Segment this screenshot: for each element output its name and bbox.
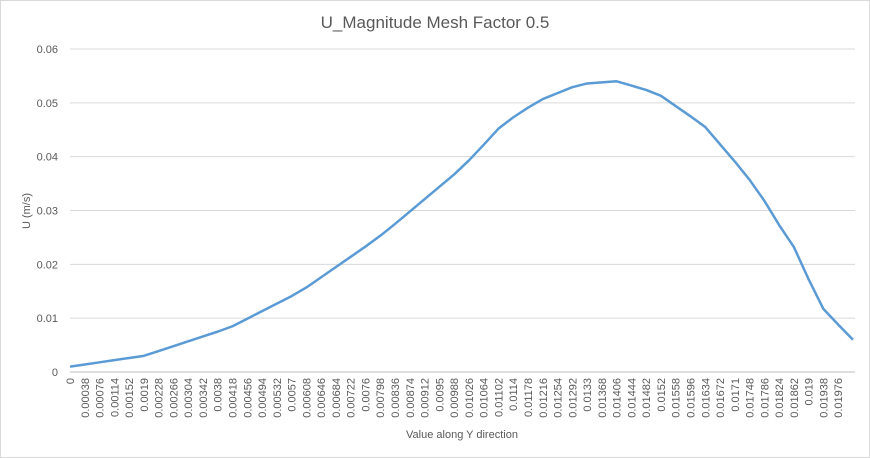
x-tick-label: 0.00684 [331,378,343,418]
x-tick-label: 0.00798 [375,378,387,418]
x-tick-label: 0.01748 [745,378,757,418]
x-tick-label: 0.00874 [405,378,417,418]
x-tick-label: 0.00114 [109,378,121,417]
x-tick-label: 0.01672 [715,378,727,418]
x-tick-label: 0.01292 [567,378,579,418]
x-tick-label: 0.00342 [198,378,210,418]
x-tick-label: 0.00266 [168,378,180,418]
x-tick-label: 0.00836 [390,378,402,418]
y-tick-label: 0 [52,367,58,379]
x-tick-label: 0.00988 [449,378,461,418]
x-tick-label: 0.01634 [700,378,712,418]
x-tick-label: 0.01064 [479,378,491,418]
x-tick-label: 0 [65,378,77,384]
x-tick-label: 0.00038 [80,378,92,418]
x-tick-label: 0.0038 [213,378,225,412]
x-tick-label: 0.0133 [582,378,594,412]
x-tick-label: 0.0114 [508,378,520,411]
x-tick-label: 0.0171 [730,378,742,412]
x-tick-label: 0.01178 [523,378,535,417]
x-axis-label: Value along Y direction [406,429,518,441]
x-tick-label: 0.01938 [818,378,830,418]
y-tick-label: 0.03 [37,206,58,218]
y-tick-label: 0.01 [37,313,58,325]
x-tick-label: 0.01026 [464,378,476,418]
y-tick-label: 0.02 [37,259,58,271]
x-tick-label: 0.01444 [626,378,638,418]
y-tick-label: 0.04 [37,152,58,164]
x-tick-label: 0.0057 [287,378,299,412]
y-tick-label: 0.06 [37,44,58,56]
x-tick-label: 0.00076 [95,378,107,418]
x-tick-label: 0.01368 [597,378,609,418]
y-tick-label: 0.05 [37,98,58,110]
data-line [69,80,854,368]
x-tick-label: 0.00152 [124,378,136,418]
x-tick-label: 0.01254 [553,378,565,418]
x-tick-label: 0.0095 [434,378,446,412]
x-tick-label: 0.00912 [420,378,432,418]
x-tick-label: 0.00418 [228,378,240,418]
x-tick-label: 0.0019 [139,378,151,412]
x-tick-label: 0.00494 [257,378,269,418]
x-tick-label: 0.0152 [656,378,668,412]
x-tick-label: 0.01824 [774,378,786,418]
x-tick-label: 0.01216 [538,378,550,418]
x-tick-label: 0.01976 [833,378,845,418]
x-tick-label: 0.01596 [685,378,697,418]
x-tick-label: 0.00228 [154,378,166,418]
x-tick-label: 0.0076 [360,378,372,412]
chart-title: U_Magnitude Mesh Factor 0.5 [321,13,550,32]
x-tick-label: 0.00722 [346,378,358,418]
x-tick-label: 0.01102 [493,378,505,417]
x-tick-label: 0.00532 [272,378,284,418]
y-axis-label: U (m/s) [21,193,33,229]
x-tick-label: 0.00456 [242,378,254,418]
x-tick-label: 0.01482 [641,378,653,418]
x-tick-label: 0.01862 [789,378,801,418]
x-tick-label: 0.01558 [671,378,683,418]
x-tick-label: 0.00304 [183,378,195,418]
x-tick-label: 0.00646 [316,378,328,418]
x-tick-label: 0.01406 [612,378,624,418]
x-tick-label: 0.01786 [759,378,771,418]
x-tick-label: 0.00608 [301,378,313,418]
x-tick-label: 0.019 [804,378,816,406]
